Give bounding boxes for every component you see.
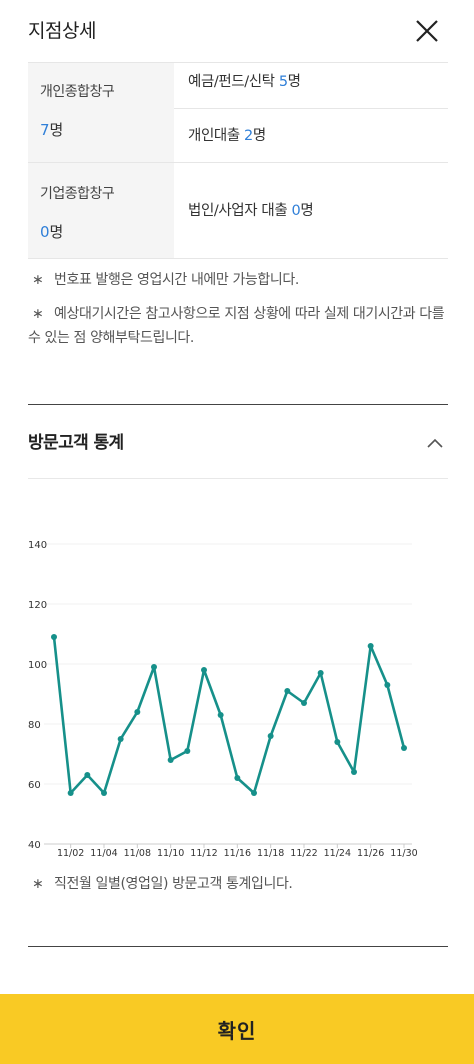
y-tick-label: 140 [28, 540, 47, 551]
x-tick-label: 11/24 [324, 848, 351, 859]
x-tick-label: 11/10 [157, 848, 184, 859]
y-tick-label: 120 [28, 600, 47, 611]
stats-section-title: 방문고객 통계 [28, 433, 124, 453]
x-tick-label: 11/02 [57, 848, 84, 859]
y-tick-label: 60 [28, 780, 41, 791]
page-title: 지점상세 [28, 20, 96, 42]
collapse-button[interactable] [422, 430, 448, 456]
data-point [284, 688, 291, 694]
bottom-divider [28, 946, 448, 947]
deposit-wait: 예금/펀드/신탁 5명 [174, 63, 448, 109]
y-tick-label: 40 [28, 840, 41, 851]
section-divider [28, 404, 448, 405]
data-point [384, 682, 391, 688]
data-point [151, 664, 157, 670]
close-icon [416, 20, 438, 42]
personal-window-label: 개인종합창구 [40, 84, 115, 100]
data-point [301, 700, 307, 706]
stats-note: ∗ 직전월 일별(영업일) 방문고객 통계입니다. [28, 872, 448, 896]
asterisk-icon: ∗ [32, 306, 44, 322]
data-point [117, 736, 124, 742]
personal-loan-wait: 개인대출 2명 [188, 128, 266, 144]
note-ticket-hours: ∗ 번호표 발행은 영업시간 내에만 가능합니다. [28, 268, 448, 292]
data-point [51, 634, 57, 640]
data-point [251, 790, 257, 796]
chevron-up-icon [427, 438, 443, 448]
data-point [334, 739, 341, 745]
data-point [201, 667, 207, 673]
stats-header-divider [28, 478, 448, 479]
data-point [167, 757, 174, 763]
asterisk-icon: ∗ [32, 272, 44, 288]
x-tick-label: 11/22 [290, 848, 317, 859]
data-point [217, 712, 224, 718]
asterisk-icon: ∗ [32, 876, 44, 892]
x-tick-label: 11/30 [390, 848, 417, 859]
data-point [317, 670, 324, 676]
data-point [367, 643, 374, 649]
y-tick-label: 100 [28, 660, 47, 671]
data-point [234, 775, 241, 781]
x-tick-label: 11/08 [124, 848, 151, 859]
x-tick-label: 11/26 [357, 848, 384, 859]
data-point [184, 748, 191, 754]
y-tick-label: 80 [28, 720, 41, 731]
wait-row-personal: 개인종합창구 7명 예금/펀드/신탁 5명 개인대출 2명 [28, 63, 448, 163]
visitor-line-chart: 40 60 80 100 120 140 11/02 11/04 11/08 11/10 11/12… [28, 540, 418, 859]
personal-window-cell: 개인종합창구 7명 [28, 63, 174, 162]
data-point [134, 709, 141, 715]
x-tick-label: 11/18 [257, 848, 284, 859]
corporate-window-label: 기업종합창구 [40, 186, 115, 202]
confirm-button[interactable]: 확인 [0, 994, 474, 1064]
data-point [267, 733, 274, 739]
wait-status-table: 개인종합창구 7명 예금/펀드/신탁 5명 개인대출 2명 기업종합창구 0명 … [28, 62, 448, 259]
corporate-window-cell: 기업종합창구 0명 [28, 163, 174, 258]
corporate-window-count: 0명 [40, 223, 64, 241]
notes: ∗ 번호표 발행은 영업시간 내에만 가능합니다. ∗ 예상대기시간은 참고사항… [28, 268, 448, 360]
personal-window-count: 7명 [40, 121, 64, 139]
x-tick-label: 11/16 [224, 848, 251, 859]
data-point [67, 790, 74, 796]
series-line [52, 636, 406, 795]
data-point [401, 745, 407, 751]
x-tick-label: 11/04 [90, 848, 117, 859]
data-point [84, 772, 91, 778]
corp-loan-wait: 법인/사업자 대출 0명 [188, 203, 314, 219]
header: 지점상세 [0, 0, 474, 62]
close-button[interactable] [410, 14, 444, 48]
data-point [101, 790, 107, 796]
wait-row-corporate: 기업종합창구 0명 법인/사업자 대출 0명 [28, 163, 448, 259]
note-wait-time: ∗ 예상대기시간은 참고사항으로 지점 상황에 따라 실제 대기시간과 다를 수… [28, 302, 448, 350]
data-point [351, 769, 357, 775]
x-tick-label: 11/12 [190, 848, 217, 859]
